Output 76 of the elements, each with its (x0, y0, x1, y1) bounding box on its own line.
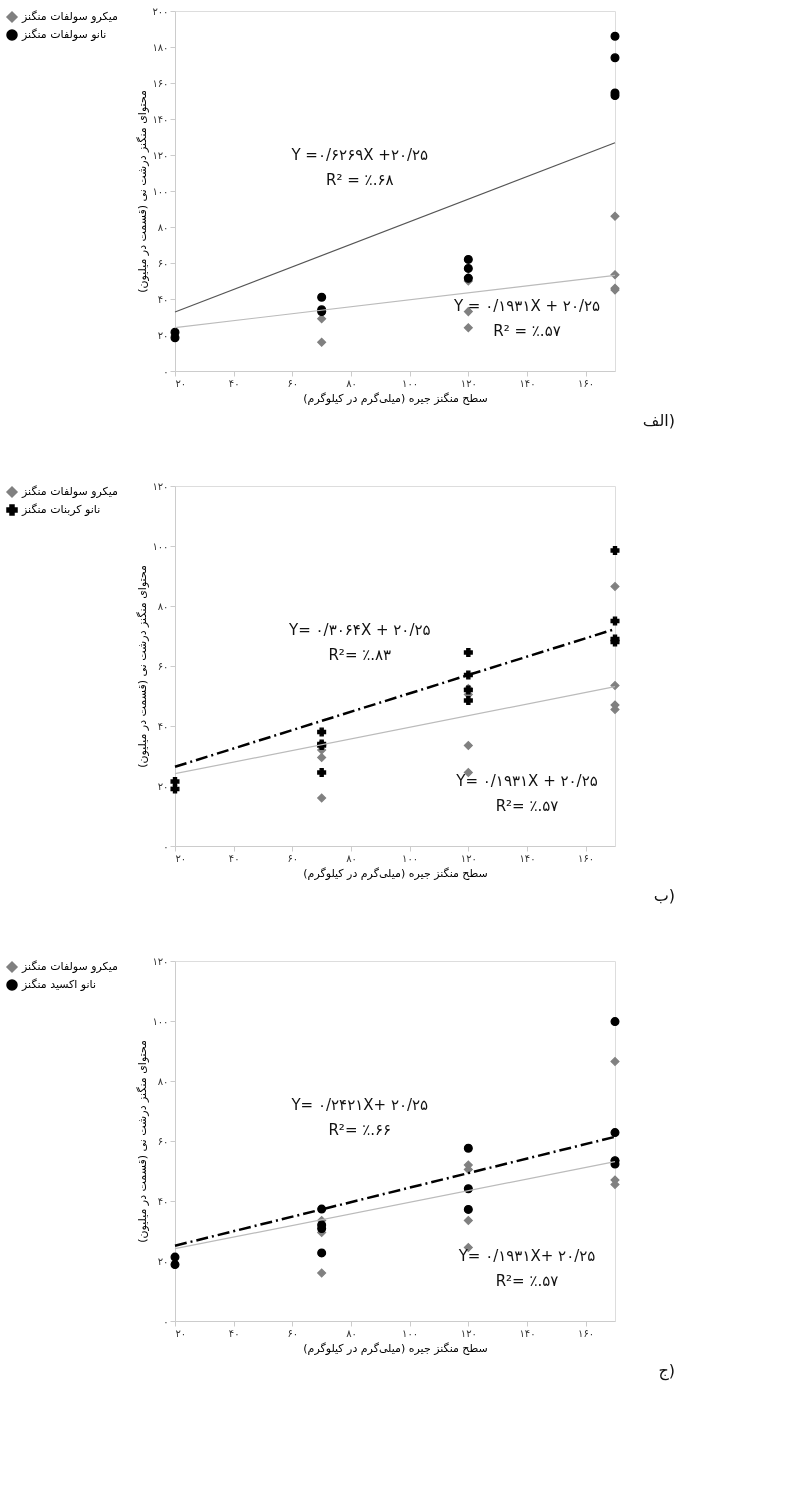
annotation: R²= ٪.۶۶ (328, 1121, 392, 1140)
annotation: Y= ۰/۱۹۳۱X+ ۲۰/۲۵ (457, 1247, 596, 1266)
y-tick-label: ۶۰ (157, 1135, 169, 1147)
x-axis-title: سطح منگنز جیره (میلی‌گرم در کیلوگرم) (303, 1341, 488, 1355)
y-tick-label: ۱۲۰ (152, 149, 169, 161)
y-tick-label: ۴۰ (157, 1195, 169, 1207)
x-tick-label: ۴۰ (228, 852, 240, 864)
y-tick-label: ۱۲۰ (152, 480, 169, 492)
text: ج) (658, 1361, 675, 1381)
y-tick-label: ۸۰ (157, 1075, 169, 1087)
x-axis-title: سطح منگنز جیره (میلی‌گرم در کیلوگرم) (303, 391, 488, 405)
legend-label: میکرو سولفات منگنز (21, 485, 118, 498)
y-tick-label: ۲۰ (157, 780, 169, 792)
y-tick-label: ۲۰۰ (152, 5, 169, 17)
y-tick-label: ۸۰ (157, 221, 169, 233)
y-tick-label: ۸۰ (157, 600, 169, 612)
x-tick-label: ۶۰ (287, 377, 299, 389)
y-tick-label: ۴۰ (157, 293, 169, 305)
x-tick-label: ۱۶۰ (578, 377, 595, 389)
annotation: R² = ٪.۵۷ (493, 322, 561, 341)
x-tick-label: ۴۰ (228, 377, 240, 389)
x-tick-label: ۲۰ (175, 852, 187, 864)
y-tick-label: ۲۰ (157, 329, 169, 341)
annotation: R²= ٪.۵۷ (495, 797, 559, 816)
x-tick-label: ۸۰ (346, 1327, 357, 1339)
x-tick-label: ۱۴۰ (519, 377, 536, 389)
x-tick-label: ۱۶۰ (578, 852, 595, 864)
text: ب) (653, 886, 675, 905)
annotation: R²= ٪.۸۳ (328, 646, 392, 665)
y-tick-label: ۶۰ (157, 257, 169, 269)
legend-label: میکرو سولفات منگنز (21, 10, 118, 23)
y-tick-label: ۱۰۰ (152, 1015, 169, 1027)
x-tick-label: ۱۲۰ (460, 377, 477, 389)
annotation: Y =۰/۶۲۶۹X +۲۰/۲۵ (290, 146, 429, 164)
legend-label: نانو کربنات منگنز (21, 503, 101, 516)
x-tick-label: ۴۰ (228, 1327, 240, 1339)
y-tick-label: ۴۰ (157, 720, 169, 732)
annotation: R²= ٪.۵۷ (495, 1272, 559, 1291)
x-tick-label: ۱۴۰ (519, 1327, 536, 1339)
y-tick-label: ۰ (163, 1315, 169, 1327)
y-tick-label: ۱۲۰ (152, 955, 169, 967)
y-tick-label: ۱۸۰ (152, 41, 169, 53)
annotation: Y= ۰/۳۰۶۴X + ۲۰/۲۵ (288, 621, 431, 639)
x-tick-label: ۶۰ (287, 852, 299, 864)
text: الف) (642, 411, 675, 430)
y-tick-label: ۱۰۰ (152, 540, 169, 552)
y-tick-label: ۰ (163, 840, 169, 852)
x-tick-label: ۱۰۰ (402, 852, 419, 864)
x-tick-label: ۸۰ (346, 377, 357, 389)
y-axis-title: محتوای منگنز درشت نی (قسمت در میلیون) (136, 565, 150, 768)
x-tick-label: ۶۰ (287, 1327, 299, 1339)
y-tick-label: ۶۰ (157, 660, 169, 672)
y-tick-label: ۱۴۰ (152, 113, 169, 125)
legend-label: نانو اکسید منگنز (21, 978, 97, 991)
x-tick-label: ۲۰ (175, 377, 187, 389)
y-tick-label: ۱۰۰ (152, 185, 169, 197)
y-tick-label: ۱۶۰ (152, 77, 169, 89)
x-tick-label: ۱۶۰ (578, 1327, 595, 1339)
x-axis-title: سطح منگنز جیره (میلی‌گرم در کیلوگرم) (303, 866, 488, 880)
legend-label: نانو سولفات منگنز (21, 28, 107, 41)
annotation: Y = ۰/۱۹۳۱X + ۲۰/۲۵ (452, 297, 601, 316)
x-tick-label: ۲۰ (175, 1327, 187, 1339)
x-tick-label: ۱۲۰ (460, 852, 477, 864)
legend-label: میکرو سولفات منگنز (21, 960, 118, 973)
x-tick-label: ۸۰ (346, 852, 357, 864)
y-axis-title: محتوای منگنز درشت نی (قسمت در میلیون) (136, 90, 150, 293)
x-tick-label: ۱۲۰ (460, 1327, 477, 1339)
x-tick-label: ۱۰۰ (402, 377, 419, 389)
x-tick-label: ۱۴۰ (519, 852, 536, 864)
annotation: R² = ٪.۶۸ (326, 171, 394, 190)
annotation: Y= ۰/۱۹۳۱X + ۲۰/۲۵ (455, 772, 598, 791)
x-tick-label: ۱۰۰ (402, 1327, 419, 1339)
y-tick-label: ۲۰ (157, 1255, 169, 1267)
y-axis-title: محتوای منگنز درشت نی (قسمت در میلیون) (136, 1040, 150, 1243)
annotation: Y= ۰/۲۴۲۱X+ ۲۰/۲۵ (290, 1096, 429, 1114)
y-tick-label: ۰ (163, 365, 169, 377)
